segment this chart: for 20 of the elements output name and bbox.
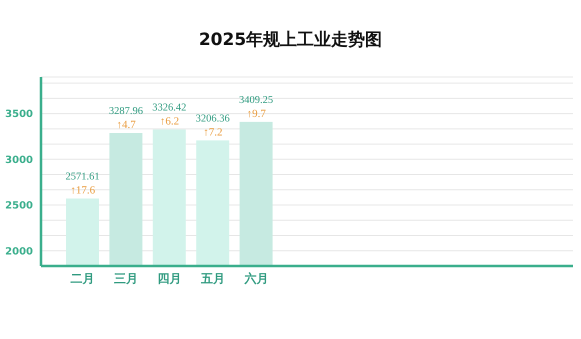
annotation: ↑17.6 — [70, 184, 96, 196]
y-tick-label: 2000 — [5, 246, 34, 258]
x-tick-label: 三月 — [114, 272, 138, 286]
chart-title: 2025年规上工业走势图 — [198, 29, 384, 51]
data-label: 3206.36 — [196, 113, 230, 124]
x-tick-label: 四月 — [158, 272, 182, 286]
x-tick-label: 六月 — [243, 272, 268, 286]
data-label: 3287.96 — [108, 106, 143, 117]
data-label: 2571.61 — [65, 171, 100, 182]
y-tick-label: 3500 — [5, 109, 34, 120]
data-label: 3409.25 — [239, 94, 274, 106]
annotation: ↑7.2 — [203, 126, 223, 138]
annotation: ↑6.2 — [160, 115, 180, 128]
x-tick-label: 二月 — [70, 272, 95, 286]
y-tick-label: 2500 — [5, 200, 34, 212]
x-tick-label: 五月 — [200, 272, 225, 286]
annotation: ↑9.7 — [246, 108, 266, 120]
annotation: ↑4.7 — [116, 118, 136, 131]
y-tick-label: 3000 — [5, 154, 34, 166]
data-label: 3326.42 — [152, 102, 186, 114]
